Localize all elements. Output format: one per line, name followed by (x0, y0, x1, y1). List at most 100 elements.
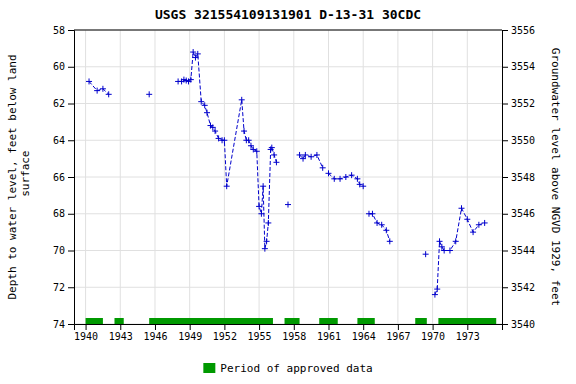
marker (470, 229, 476, 235)
marker (423, 251, 429, 257)
plot: 1940194319461949195219551958196119641967… (53, 25, 535, 342)
y-tick-mark (68, 104, 74, 105)
y-tick-mark (68, 251, 74, 252)
marker (453, 238, 459, 244)
y2-tick: 3550 (502, 135, 535, 146)
y-tick-mark (68, 324, 74, 325)
y-tick: 64 (53, 135, 74, 146)
marker (195, 51, 201, 57)
y2-tick-mark (502, 177, 508, 178)
approved-period-bar (285, 318, 300, 324)
y-tick-label: 60 (53, 61, 65, 72)
y-tick: 74 (53, 319, 74, 330)
marker (224, 183, 230, 189)
marker (100, 86, 106, 92)
y2-tick-mark (502, 324, 508, 325)
title: USGS 321554109131901 D-13-31 30CDC (155, 7, 421, 22)
data (86, 49, 497, 324)
approved-period-bar (357, 318, 374, 324)
marker (314, 152, 320, 158)
marker (202, 102, 208, 108)
y2-tick: 3542 (502, 282, 535, 293)
y2-tick: 3544 (502, 245, 535, 256)
chart: 1940194319461949195219551958196119641967… (0, 0, 576, 384)
x-tick: 1940 (74, 324, 98, 342)
y-tick: 70 (53, 245, 74, 256)
approved-period-bar (415, 318, 427, 324)
marker (260, 183, 266, 189)
y-tick-label: 68 (53, 208, 65, 219)
marker (273, 159, 279, 165)
y2-tick-label: 3544 (511, 245, 535, 256)
y-tick-mark (68, 30, 74, 31)
x-tick: 1970 (421, 324, 445, 342)
x-axis: 1940194319461949195219551958196119641967… (74, 324, 502, 342)
y2-tick-label: 3552 (511, 98, 535, 109)
legend: Period of approved data (203, 362, 372, 375)
marker (432, 292, 438, 298)
y-tick-mark (68, 214, 74, 215)
marker (188, 77, 194, 83)
y-tick-label: 66 (53, 172, 65, 183)
y-tick: 72 (53, 282, 74, 293)
approved-period-bar (319, 318, 338, 324)
marker (302, 152, 308, 158)
y-axis-title: Depth to water level, feet below land su… (6, 54, 32, 299)
marker (337, 176, 343, 182)
y2-tick: 3546 (502, 208, 535, 219)
x-tick-mark (259, 324, 260, 330)
x-tick-mark (190, 324, 191, 330)
marker (320, 165, 326, 171)
x-tick-mark (155, 324, 156, 330)
y2-tick-label: 3548 (511, 172, 535, 183)
y-axis-line (68, 31, 75, 325)
x-axis-line (75, 325, 503, 331)
marker (349, 172, 355, 178)
marker (360, 183, 366, 189)
x-tick: 1955 (248, 324, 272, 342)
x-tick-label: 1943 (109, 331, 133, 342)
marker (441, 248, 447, 254)
marker (241, 128, 247, 134)
marker (204, 110, 210, 116)
marker (297, 152, 303, 158)
x-tick-label: 1964 (352, 331, 376, 342)
y2-axis: 354035423544354635483550355235543556 (502, 25, 535, 330)
x-tick-label: 1940 (74, 331, 98, 342)
x-tick-mark (224, 324, 225, 330)
grid-line-y (74, 30, 502, 31)
approved-period-bar (438, 318, 496, 324)
y-tick-mark (68, 140, 74, 141)
y2-tick-label: 3546 (511, 208, 535, 219)
marker (254, 148, 260, 154)
y2-tick: 3556 (502, 25, 535, 36)
marker (212, 128, 218, 134)
marker (86, 78, 92, 84)
marker (369, 211, 375, 217)
y2-tick-label: 3542 (511, 282, 535, 293)
marker (265, 220, 271, 226)
x-tick-label: 1967 (386, 331, 410, 342)
y2-tick-mark (502, 214, 508, 215)
x-tick-label: 1961 (317, 331, 341, 342)
marker (343, 174, 349, 180)
y-tick: 68 (53, 208, 74, 219)
marker (379, 222, 385, 228)
line (89, 52, 485, 295)
grid-line-y (74, 103, 502, 104)
approved-period-bar (114, 318, 123, 324)
marker (94, 88, 100, 94)
y-tick-mark (68, 177, 74, 178)
y-tick-mark (68, 67, 74, 68)
marker (459, 205, 465, 211)
marker (106, 91, 112, 97)
x-tick-mark (433, 324, 434, 330)
marker (383, 227, 389, 233)
marker (246, 137, 252, 143)
marker (331, 176, 337, 182)
y-tick-label: 72 (53, 282, 65, 293)
x-tick: 1967 (386, 324, 410, 342)
y-axis: 586062646668707274 (53, 25, 75, 330)
y2-tick-label: 3554 (511, 61, 535, 72)
grid-line-y (74, 250, 502, 251)
